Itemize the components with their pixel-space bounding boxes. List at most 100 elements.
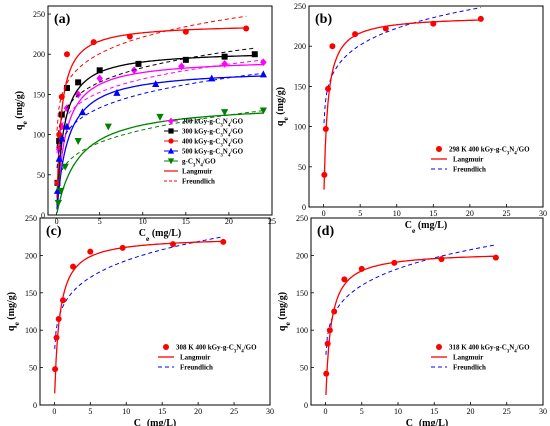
- data-point: [259, 107, 267, 115]
- data-point: [492, 254, 499, 261]
- plot-area: [52, 236, 227, 394]
- data-point: [182, 56, 189, 63]
- data-point: [322, 126, 329, 133]
- y-tick-label: 150: [296, 289, 308, 298]
- legend-label: Freundlich: [180, 364, 213, 372]
- x-tick-label: 20: [225, 217, 233, 226]
- data-point: [54, 199, 62, 207]
- y-tick-label: 150: [25, 289, 37, 298]
- y-tick-label: 100: [296, 326, 308, 335]
- plot-area: [323, 244, 499, 396]
- data-point: [358, 265, 365, 272]
- data-point: [182, 28, 189, 35]
- data-point: [220, 238, 227, 245]
- x-tick-label: 15: [158, 407, 166, 416]
- y-tick-label: 200: [33, 50, 45, 59]
- data-point: [87, 248, 94, 255]
- data-point: [331, 308, 338, 315]
- data-point: [260, 58, 267, 67]
- legend-label: Langmuir: [182, 168, 212, 176]
- x-tick-label: 25: [230, 407, 238, 416]
- data-point: [221, 59, 228, 68]
- x-tick-label: 30: [266, 407, 274, 416]
- x-tick-label: 10: [393, 209, 401, 218]
- x-tick-label: 5: [98, 217, 102, 226]
- x-tick-label: 5: [88, 407, 92, 416]
- legend-label: 300 kGy-g-C3N4/GO: [182, 128, 244, 139]
- x-tick-label: 20: [467, 407, 475, 416]
- x-tick-label: 20: [466, 209, 474, 218]
- data-point: [53, 186, 62, 194]
- data-point: [74, 138, 82, 145]
- data-point: [63, 51, 70, 58]
- data-point: [324, 340, 331, 347]
- data-point: [135, 60, 142, 67]
- legend-label: Langmuir: [453, 156, 483, 164]
- y-tick-label: 100: [294, 123, 306, 132]
- langmuir-fit-line: [325, 255, 496, 396]
- y-tick-label: 0: [304, 401, 308, 410]
- plot-frame: [47, 5, 273, 216]
- plot-frame: [310, 217, 544, 406]
- y-tick-label: 50: [300, 364, 308, 373]
- legend-label: 308 K 400 kGy-g-C3N4/GO: [176, 344, 257, 355]
- langmuir-fit-line: [56, 63, 264, 208]
- freundlich-fit-line: [56, 59, 264, 154]
- data-point: [323, 370, 330, 377]
- data-point: [104, 123, 112, 131]
- data-point: [52, 366, 59, 373]
- legend-marker: [168, 138, 174, 144]
- data-point: [126, 33, 133, 40]
- panel-label: (c): [46, 224, 62, 239]
- legend-label: Langmuir: [180, 354, 210, 362]
- legend-label: 298 K 400 kGy-g-C3N4/GO: [449, 146, 530, 157]
- legend-marker: [168, 128, 174, 134]
- legend-marker: [167, 147, 175, 154]
- legend-label: g-C3N4/GO: [182, 158, 216, 169]
- data-point: [55, 154, 63, 162]
- data-point: [63, 122, 71, 130]
- x-axis-label: Ce (mg/L): [134, 418, 177, 426]
- data-point: [152, 80, 160, 87]
- freundlich-fit-line: [323, 7, 481, 124]
- y-tick-label: 100: [25, 326, 37, 335]
- y-tick-label: 250: [25, 214, 37, 223]
- data-point: [58, 93, 65, 100]
- x-tick-label: 0: [322, 209, 326, 218]
- freundlich-fit-line: [56, 15, 247, 131]
- data-point: [341, 276, 348, 283]
- x-tick-label: 0: [52, 407, 56, 416]
- langmuir-fit-line: [323, 19, 481, 190]
- y-tick-label: 0: [302, 203, 306, 212]
- freundlich-fit-line: [54, 236, 224, 349]
- data-point: [57, 187, 65, 195]
- data-point: [58, 134, 66, 142]
- x-tick-label: 15: [182, 217, 190, 226]
- x-tick-label: 10: [394, 407, 402, 416]
- data-point: [391, 259, 398, 266]
- x-tick-label: 5: [360, 407, 364, 416]
- data-point: [56, 131, 63, 138]
- x-tick-label: 25: [268, 217, 276, 226]
- x-tick-label: 25: [503, 407, 511, 416]
- y-tick-label: 0: [33, 401, 37, 410]
- data-point: [119, 244, 126, 251]
- y-axis-label: qe (mg/g): [14, 91, 29, 130]
- y-tick-label: 50: [298, 163, 306, 172]
- y-tick-label: 0: [41, 211, 45, 220]
- data-point: [208, 74, 216, 82]
- langmuir-fit-line: [54, 240, 224, 394]
- data-point: [326, 327, 333, 334]
- legend-marker: [163, 344, 169, 350]
- data-point: [55, 315, 62, 322]
- y-axis-label: qe (mg/g): [275, 87, 290, 126]
- x-axis-label: Ce (mg/L): [139, 228, 182, 243]
- plot-frame: [39, 217, 271, 406]
- x-axis-label: Ce (mg/L): [406, 418, 449, 426]
